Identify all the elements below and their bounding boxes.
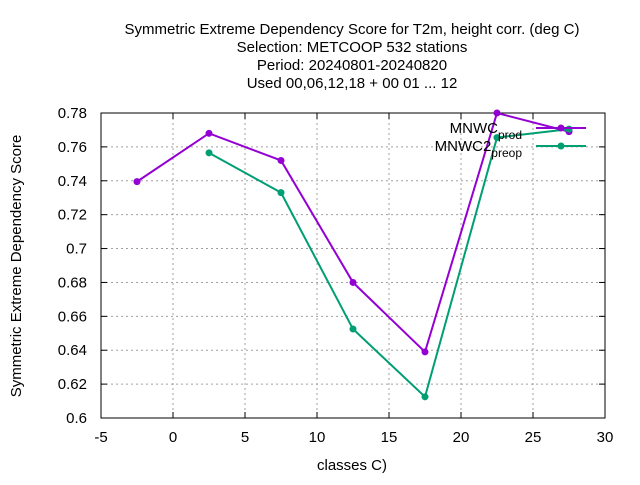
- title-line-1: Symmetric Extreme Dependency Score for T…: [125, 21, 580, 38]
- data-point: [493, 109, 501, 117]
- data-point: [133, 178, 141, 186]
- x-tick-label: 10: [309, 429, 326, 446]
- y-tick-label: 0.7: [66, 241, 87, 258]
- data-point: [493, 134, 501, 142]
- title-line-3: Period: 20240801-20240820: [257, 57, 447, 74]
- legend-label-subscript: preop: [491, 146, 522, 160]
- y-tick-label: 0.66: [58, 308, 87, 325]
- title-line-4: Used 00,06,12,18 + 00 01 ... 12: [247, 75, 458, 92]
- legend-label-subscript: prod: [498, 128, 522, 142]
- legend-label-main: MNWC: [450, 120, 498, 137]
- y-axis-label: Symmetric Extreme Dependency Score: [8, 135, 25, 398]
- series-line: [208, 128, 570, 399]
- legend-marker: [557, 124, 565, 132]
- legend-label-main: MNWC2: [435, 138, 492, 155]
- series-layer: [133, 109, 573, 401]
- legend-entry: MNWC2preop: [435, 138, 586, 160]
- series-group: [205, 125, 573, 401]
- x-tick-label: 30: [597, 429, 614, 446]
- data-point: [277, 189, 285, 197]
- y-tick-label: 0.72: [58, 207, 87, 224]
- data-point: [205, 149, 213, 157]
- y-tick-label: 0.78: [58, 105, 87, 122]
- y-tick-label: 0.74: [58, 173, 87, 190]
- x-axis-label: classes C): [317, 457, 387, 474]
- data-point: [205, 129, 213, 137]
- series-group: [133, 109, 573, 356]
- plot-frame: [100, 112, 606, 419]
- data-point: [349, 325, 357, 333]
- data-point: [421, 393, 429, 401]
- x-tick-label: 15: [381, 429, 398, 446]
- legend-entry: MNWCprod: [450, 120, 586, 142]
- chart-title: Symmetric Extreme Dependency Score for T…: [125, 21, 580, 92]
- data-point: [277, 156, 285, 164]
- x-tick-label: 20: [453, 429, 470, 446]
- title-line-2: Selection: METCOOP 532 stations: [237, 39, 468, 56]
- x-tick-label: 0: [169, 429, 177, 446]
- legend-label: MNWCprod: [450, 120, 522, 142]
- y-tick-label: 0.62: [58, 376, 87, 393]
- data-point: [421, 348, 429, 356]
- y-tick-label: 0.76: [58, 139, 87, 156]
- y-tick-label: 0.6: [66, 410, 87, 427]
- grid: [101, 113, 605, 418]
- legend-label: MNWC2preop: [435, 138, 523, 160]
- x-tick-label: 5: [241, 429, 249, 446]
- x-tick-label: -5: [94, 429, 107, 446]
- y-tick-label: 0.64: [58, 342, 87, 359]
- data-point: [565, 125, 573, 133]
- axes: -5 0 5 10 15 20 25 30 0.6 0.62 0.64 0.66 0.68 0.7 0.72…: [58, 105, 614, 446]
- legend-marker: [557, 142, 565, 150]
- data-point: [349, 278, 357, 286]
- x-tick-label: 25: [525, 429, 542, 446]
- y-tick-label: 0.68: [58, 274, 87, 291]
